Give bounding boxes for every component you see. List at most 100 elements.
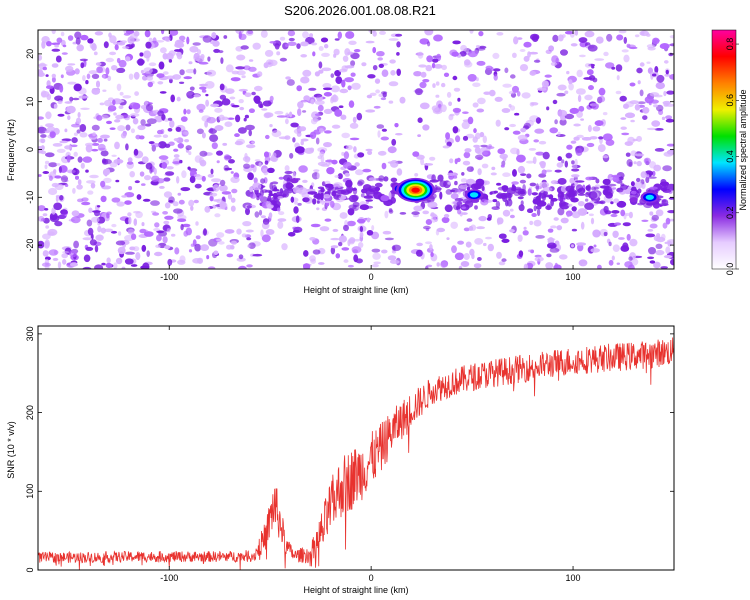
spectrogram-speckle xyxy=(153,134,162,138)
spectrogram-speckle xyxy=(326,167,335,175)
spectrogram-speckle xyxy=(577,193,586,196)
spectrogram-speckle xyxy=(321,67,332,72)
spectrogram-speckle xyxy=(316,207,320,211)
spectrogram-speckle xyxy=(519,190,526,195)
spectrogram-speckle xyxy=(196,128,204,135)
spectrogram-speckle xyxy=(51,42,61,46)
spectrogram-speckle xyxy=(372,47,377,54)
spectrogram-speckle xyxy=(355,258,363,264)
spectrogram-speckle xyxy=(181,170,187,179)
spectrogram-speckle xyxy=(436,262,440,267)
spectrogram-speckle xyxy=(381,69,389,77)
spectrogram-speckle xyxy=(552,34,559,43)
spectrogram-speckle xyxy=(517,165,526,174)
spectrogram-speckle xyxy=(55,195,59,202)
spectrogram-speckle xyxy=(58,166,63,174)
spectrogram-speckle xyxy=(395,133,403,136)
spectrogram-speckle xyxy=(265,134,270,140)
spectrogram-speckle xyxy=(499,153,508,159)
spectrogram-speckle xyxy=(234,133,240,138)
spectrogram-speckle xyxy=(342,55,349,62)
spectrogram-speckle xyxy=(216,160,220,164)
spectrogram-speckle xyxy=(616,187,624,193)
spectrogram-speckle xyxy=(133,210,141,214)
spectrogram-speckle xyxy=(143,50,152,59)
spectrogram-speckle xyxy=(597,144,606,153)
spectrogram-speckle xyxy=(371,248,381,253)
spectrogram-speckle xyxy=(51,63,59,68)
spectrogram-speckle xyxy=(556,225,563,231)
spectrogram-speckle xyxy=(390,70,396,76)
spectrogram-speckle xyxy=(646,33,651,37)
spectrogram-speckle xyxy=(117,246,126,255)
spectrogram-speckle xyxy=(396,168,403,176)
spectrogram-speckle xyxy=(585,176,593,181)
spectrogram-speckle xyxy=(510,147,519,155)
spectrogram-speckle xyxy=(71,168,80,176)
spectrogram-speckle xyxy=(509,214,515,219)
spectrogram-speckle xyxy=(465,241,472,248)
spectrogram-speckle xyxy=(201,175,206,182)
spectrogram-speckle xyxy=(78,95,89,99)
spectrogram-speckle xyxy=(517,196,524,200)
spectrogram-speckle xyxy=(588,191,598,200)
spectrogram-speckle xyxy=(199,157,204,165)
spectrogram-speckle xyxy=(323,200,332,204)
spectrogram-speckle xyxy=(195,221,199,226)
spectrogram-speckle xyxy=(40,138,46,144)
spectrogram-speckle xyxy=(478,215,487,222)
spectrogram-speckle xyxy=(249,186,254,192)
spectrogram-speckle xyxy=(516,91,521,97)
spectrogram-speckle xyxy=(628,264,635,269)
spectrogram-speckle xyxy=(536,208,541,217)
spectrogram-speckle xyxy=(359,226,364,232)
spectrogram-speckle xyxy=(48,162,58,168)
spectrogram-speckle xyxy=(293,128,302,134)
spectrogram-speckle xyxy=(105,67,110,75)
spectrogram-speckle xyxy=(529,70,537,76)
spectrogram-speckle xyxy=(257,71,263,77)
spectrogram-speckle xyxy=(502,186,508,193)
spectrogram-speckle xyxy=(89,239,97,246)
spectrogram-speckle xyxy=(75,175,79,180)
spectrogram-speckle xyxy=(219,179,226,186)
spectrogram-speckle xyxy=(134,91,140,96)
spectrogram-speckle xyxy=(140,69,144,74)
spectrogram-speckle xyxy=(665,217,671,225)
spectrogram-speckle xyxy=(343,151,350,160)
spectrogram-speckle xyxy=(430,215,437,223)
spectrogram-speckle xyxy=(131,233,137,240)
spectrogram-speckle xyxy=(284,170,293,175)
spectrogram-speckle xyxy=(345,179,353,188)
spectrogram-speckle xyxy=(636,135,642,142)
colorbar-tick-label: 0.0 xyxy=(725,263,735,276)
spectrogram-speckle xyxy=(244,156,251,163)
spectrogram-speckle xyxy=(495,119,501,127)
spectrogram-speckle xyxy=(130,128,135,134)
spectrogram-speckle xyxy=(502,83,512,88)
spectrogram-speckle xyxy=(447,181,451,185)
spectrogram-speckle xyxy=(180,223,184,231)
spectrogram-speckle xyxy=(156,73,165,78)
y-tick-label: 10 xyxy=(25,97,35,107)
spectrogram-speckle xyxy=(399,212,407,215)
spectrogram-speckle xyxy=(265,201,272,209)
spectrogram-speckle xyxy=(38,54,43,61)
spectrogram-speckle xyxy=(338,241,343,247)
spectrogram-speckle xyxy=(154,222,160,228)
spectrogram-speckle xyxy=(161,114,166,121)
spectrogram-speckle xyxy=(655,243,663,249)
spectrogram-speckle xyxy=(636,177,641,183)
spectrogram-speckle xyxy=(347,264,354,268)
spectrogram-speckle xyxy=(85,169,89,173)
spectrogram-speckle xyxy=(310,223,321,228)
spectrogram-speckle xyxy=(189,46,199,53)
spectrogram-speckle xyxy=(590,217,595,225)
spectrogram-speckle xyxy=(285,43,289,48)
spectrogram-speckle xyxy=(599,185,610,189)
spectrogram-speckle xyxy=(615,64,623,72)
y-tick-label: 20 xyxy=(25,49,35,59)
spectrogram-speckle xyxy=(477,257,482,261)
spectrogram-speckle xyxy=(472,82,481,88)
spectrogram-speckle xyxy=(566,70,570,75)
